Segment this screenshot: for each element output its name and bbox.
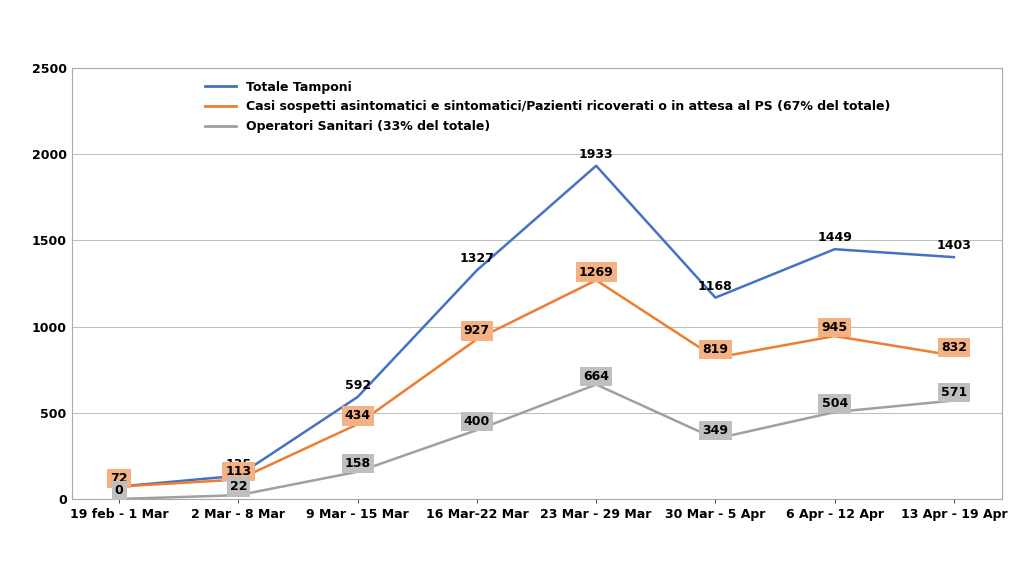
Text: 1933: 1933 [578, 148, 613, 161]
Text: 504: 504 [822, 397, 848, 411]
Text: 571: 571 [940, 386, 967, 399]
Text: 832: 832 [941, 341, 967, 354]
Text: 113: 113 [226, 465, 251, 478]
Text: 1168: 1168 [698, 280, 733, 293]
Text: 400: 400 [464, 415, 491, 428]
Text: 1403: 1403 [936, 239, 971, 252]
Text: 1269: 1269 [578, 265, 613, 278]
Text: 349: 349 [702, 424, 729, 437]
Text: 72: 72 [110, 472, 128, 485]
Text: 434: 434 [344, 409, 371, 422]
Text: 0: 0 [114, 484, 124, 497]
Text: 819: 819 [702, 343, 729, 356]
Legend: Totale Tamponi, Casi sospetti asintomatici e sintomatici/Pazienti ricoverati o i: Totale Tamponi, Casi sospetti asintomati… [198, 74, 897, 139]
Text: 22: 22 [230, 480, 247, 493]
Text: 927: 927 [464, 324, 490, 337]
Text: 592: 592 [344, 379, 371, 392]
Text: 72: 72 [110, 469, 128, 482]
Text: 158: 158 [344, 457, 371, 470]
Text: 664: 664 [584, 370, 609, 383]
Text: 1327: 1327 [460, 252, 495, 265]
Text: 1449: 1449 [818, 231, 852, 244]
Text: 135: 135 [226, 458, 251, 471]
Text: 945: 945 [822, 321, 847, 335]
